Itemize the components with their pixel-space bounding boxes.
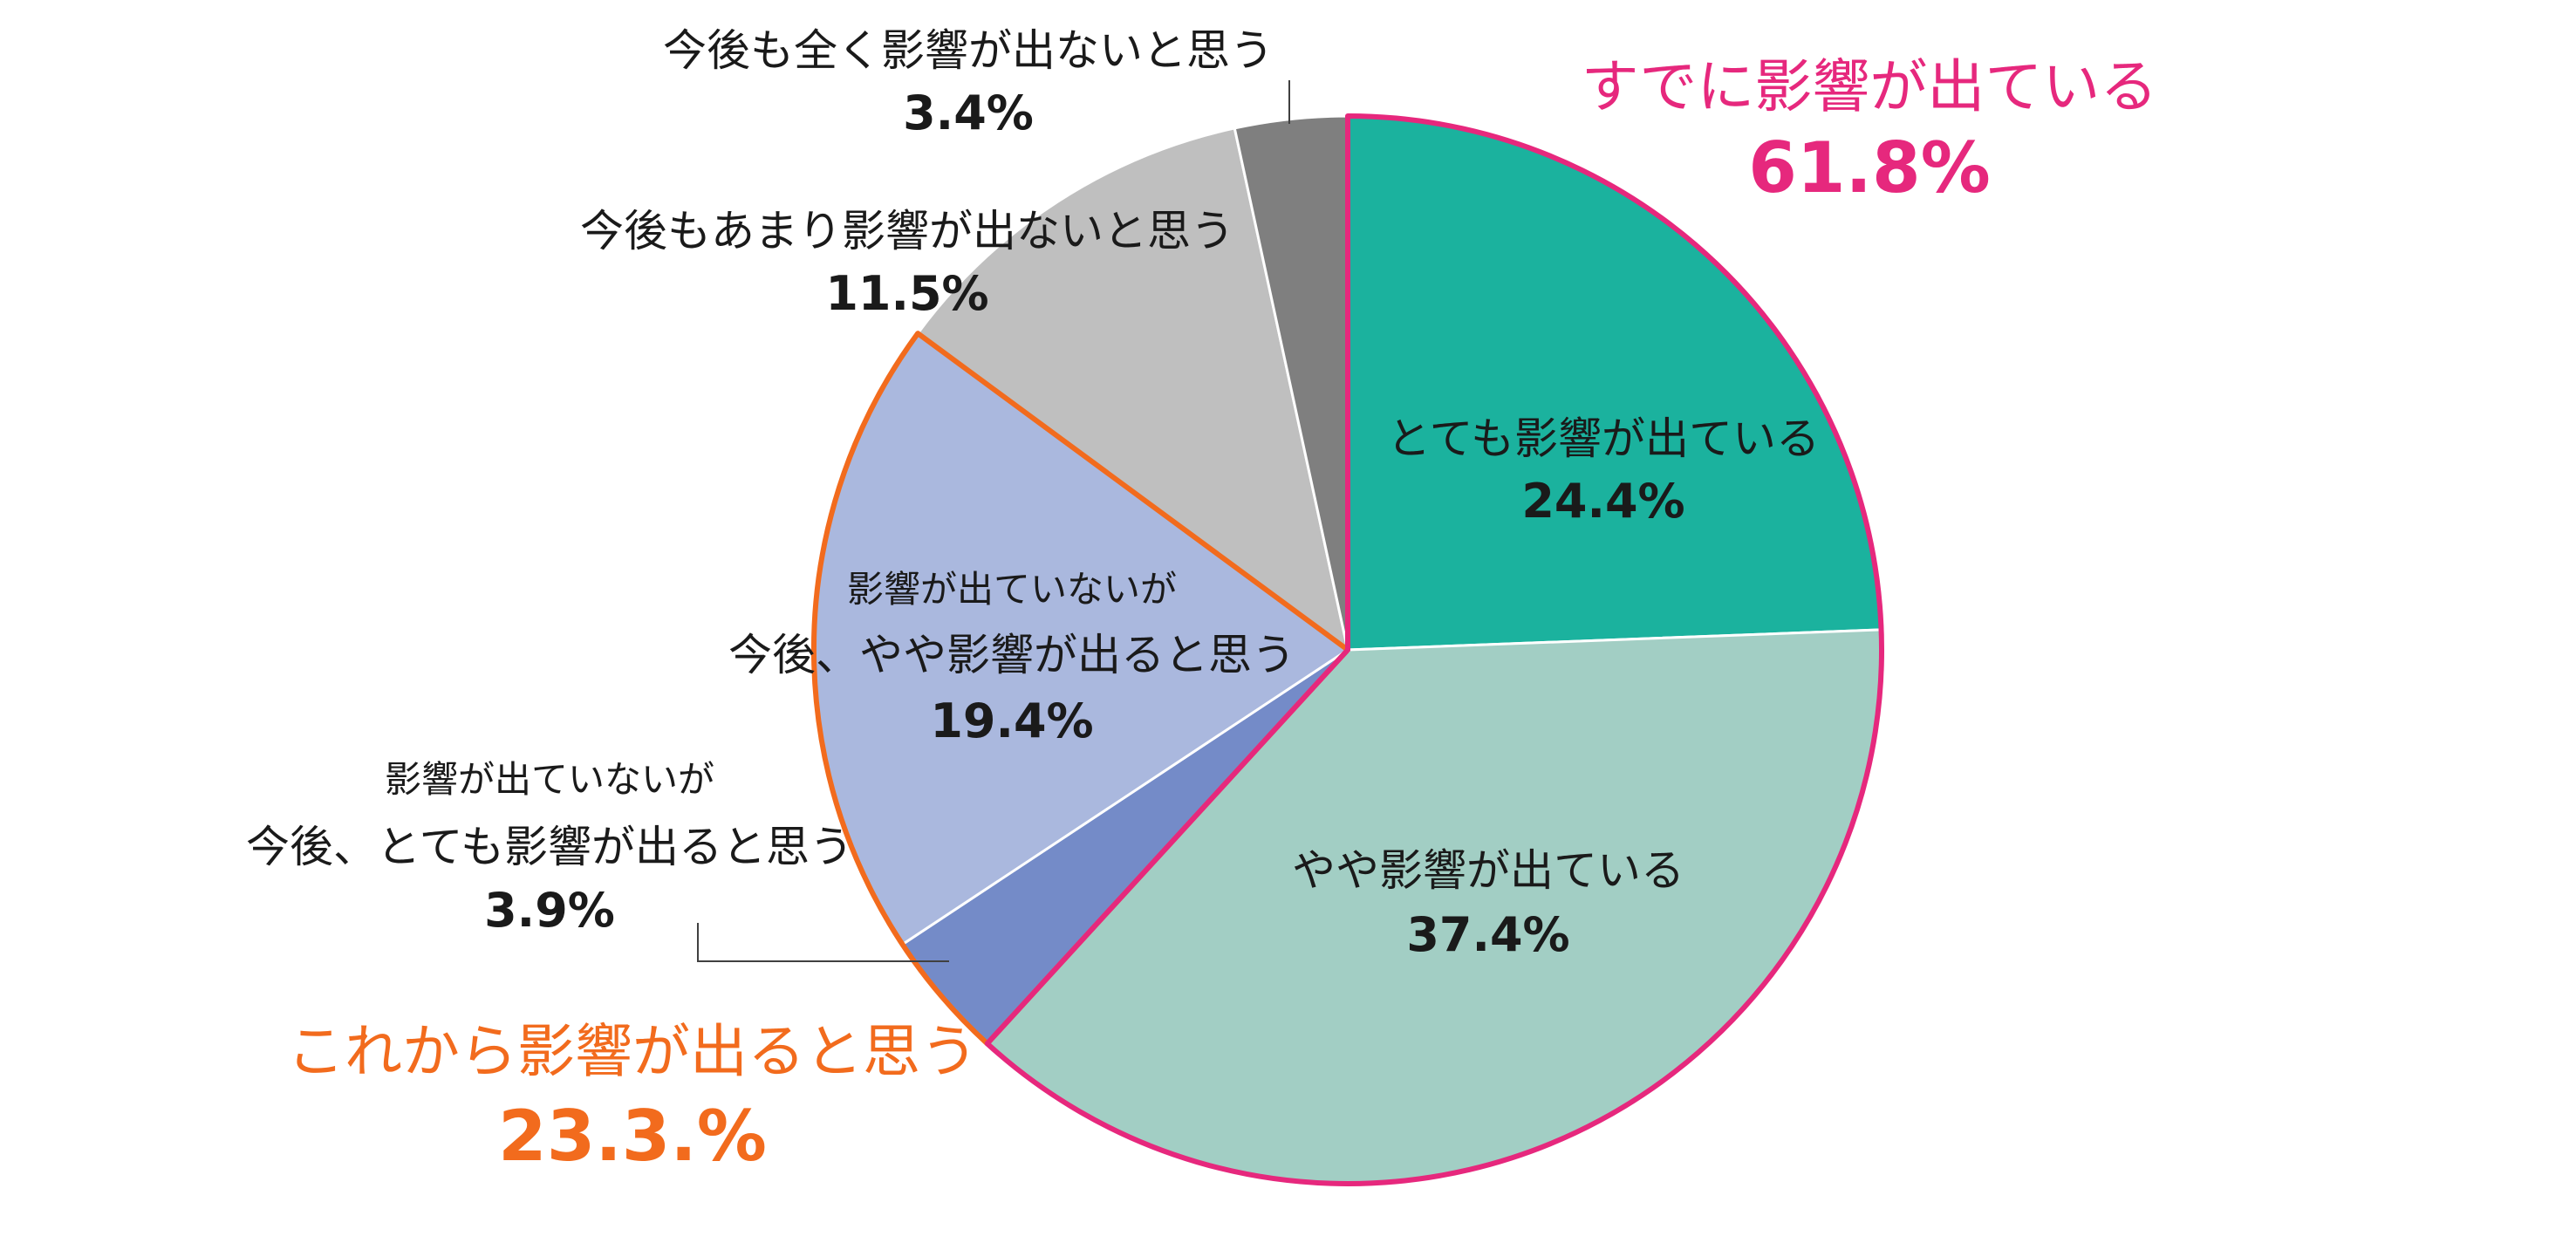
- slice-value-little-effect: 11.5%: [825, 266, 988, 321]
- slice-label-future-somewhat-line1: 影響が出ていないが: [847, 568, 1177, 611]
- leader-line-future-very: [697, 923, 949, 962]
- slice-label-somewhat-affected: やや影響が出ている: [1292, 845, 1684, 896]
- slice-label-future-very-line1: 影響が出ていないが: [385, 758, 714, 801]
- slice-value-no-effect: 3.4%: [903, 85, 1034, 140]
- slice-little-effect: [916, 126, 1350, 653]
- slice-value-future-very: 3.9%: [484, 883, 615, 938]
- slice-label-very-affected: とても影響が出ている: [1387, 413, 1820, 464]
- slice-value-future-somewhat: 19.4%: [930, 693, 1093, 748]
- slice-label-future-somewhat-line2: 今後、やや影響が出ると思う: [728, 630, 1295, 680]
- group-outline-already-affected: [984, 113, 1884, 1186]
- group-outlines: [811, 113, 1884, 1186]
- group-value-will-be-affected: 23.3.%: [498, 1096, 767, 1177]
- slice-label-little-effect: 今後もあまり影響が出ないと思う: [580, 206, 1234, 256]
- slice-value-somewhat-affected: 37.4%: [1406, 907, 1569, 962]
- group-label-already-affected: すでに影響が出ている: [1582, 53, 2158, 120]
- group-outline-will-be-affected: [811, 331, 1350, 1047]
- slice-label-future-very-line2: 今後、とても影響が出ると思う: [246, 822, 853, 872]
- group-value-already-affected: 61.8%: [1748, 127, 1991, 208]
- leader-lines: [697, 80, 1290, 962]
- slice-label-no-effect: 今後も全く影響が出ないと思う: [663, 25, 1274, 76]
- group-label-will-be-affected: これから影響が出ると思う: [287, 1018, 978, 1085]
- slice-value-very-affected: 24.4%: [1521, 474, 1684, 529]
- slices-layer: [812, 114, 1883, 1185]
